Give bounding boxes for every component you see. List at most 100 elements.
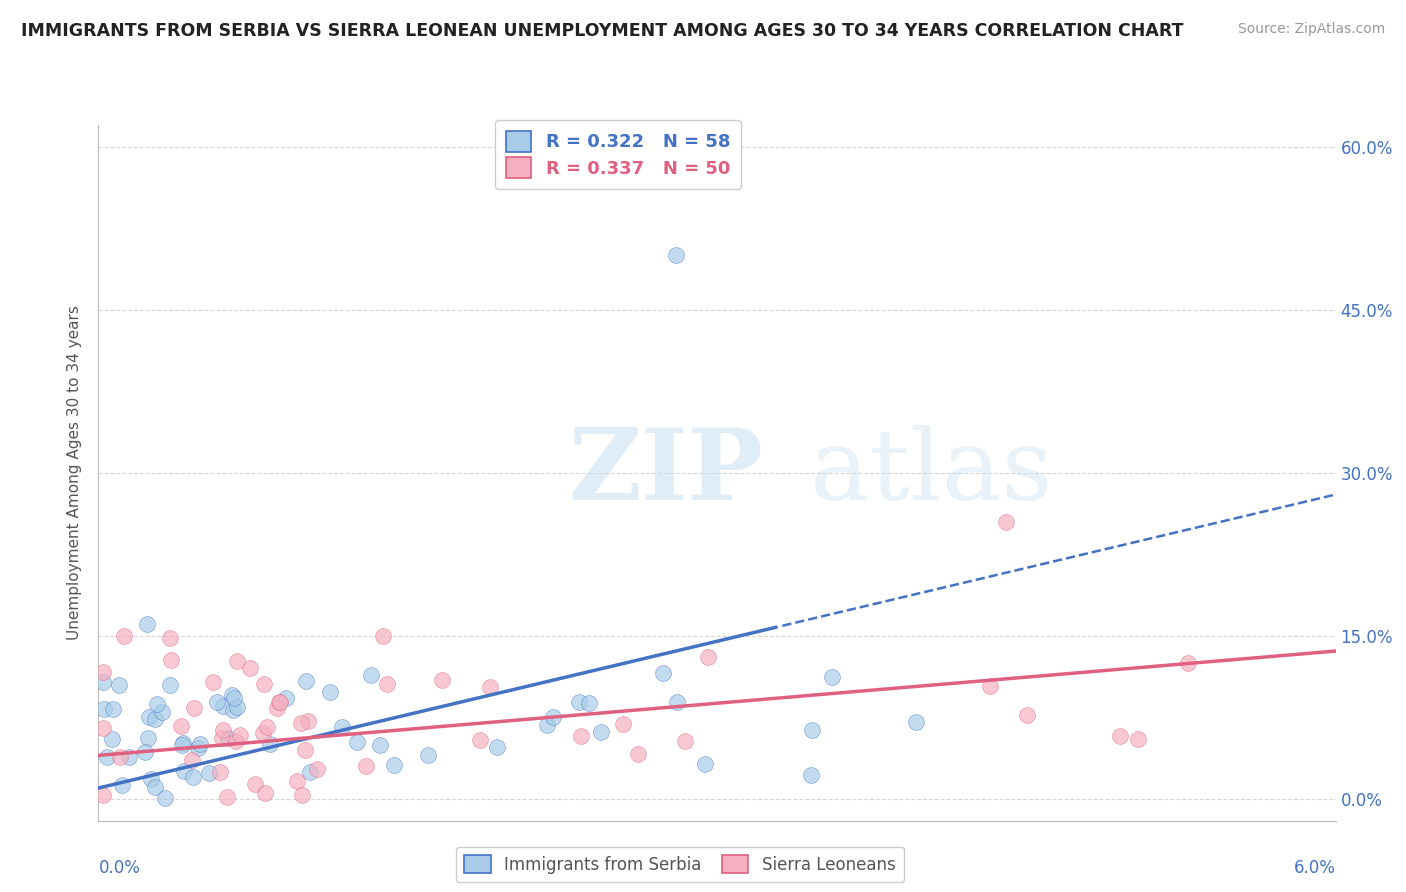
Text: 6.0%: 6.0% [1294,859,1336,877]
Point [180,753,202,767]
Point [150,706,173,720]
Point [222,703,245,717]
Point [800,768,823,782]
Point [101,702,124,716]
Point [93,702,115,716]
Point [290,716,312,731]
Point [159,631,181,645]
Point [666,695,689,709]
Point [138,710,160,724]
Point [541,710,564,724]
Point [170,719,193,733]
Point [172,736,194,750]
Point [253,787,276,801]
Point [904,715,927,730]
Point [211,731,233,745]
Point [269,695,291,709]
Point [371,629,394,643]
Point [215,789,238,804]
Point [101,731,124,746]
Point [994,515,1017,529]
Point [136,731,159,745]
Point [589,725,612,739]
Point [91,674,114,689]
Point [217,731,239,745]
Point [239,661,262,675]
Point [173,764,195,778]
Point [111,778,134,792]
Point [274,690,297,705]
Point [209,764,232,779]
Point [259,738,281,752]
Point [134,745,156,759]
Point [294,673,316,688]
Point [139,772,162,787]
Point [187,741,209,756]
Point [368,738,391,752]
Point [652,666,675,681]
Point [91,665,114,679]
Point [212,723,235,737]
Point [118,749,141,764]
Point [375,677,398,691]
Point [91,722,114,736]
Point [612,717,634,731]
Point [821,670,844,684]
Point [360,667,382,681]
Point [201,674,224,689]
Point [430,673,453,688]
Text: atlas: atlas [810,425,1053,521]
Point [253,676,276,690]
Point [91,789,114,803]
Text: ZIP: ZIP [568,425,763,521]
Point [319,685,342,699]
Point [294,743,316,757]
Point [170,739,193,753]
Point [143,780,166,794]
Point [801,723,824,738]
Point [108,678,131,692]
Point [229,728,252,742]
Point [1017,707,1039,722]
Point [485,740,508,755]
Point [416,748,439,763]
Point [266,700,288,714]
Point [96,750,118,764]
Text: 0.0%: 0.0% [98,859,141,877]
Point [305,762,328,776]
Point [330,720,353,734]
Point [578,696,600,710]
Point [135,617,157,632]
Point [225,699,247,714]
Point [665,248,688,262]
Point [256,720,278,734]
Point [569,729,592,743]
Point [252,725,274,739]
Text: Source: ZipAtlas.com: Source: ZipAtlas.com [1237,22,1385,37]
Point [110,750,132,764]
Point [1108,729,1130,743]
Point [1126,732,1149,747]
Point [536,718,558,732]
Point [153,790,176,805]
Point [478,680,501,694]
Point [693,756,716,771]
Point [160,653,183,667]
Point [226,654,249,668]
Text: IMMIGRANTS FROM SERBIA VS SIERRA LEONEAN UNEMPLOYMENT AMONG AGES 30 TO 34 YEARS : IMMIGRANTS FROM SERBIA VS SIERRA LEONEAN… [21,22,1184,40]
Y-axis label: Unemployment Among Ages 30 to 34 years: Unemployment Among Ages 30 to 34 years [67,305,83,640]
Point [291,788,314,802]
Point [243,777,266,791]
Point [346,735,368,749]
Point [205,696,228,710]
Point [188,737,211,751]
Point [382,757,405,772]
Point [1177,657,1199,671]
Point [181,770,204,784]
Point [183,700,205,714]
Point [299,764,322,779]
Point [673,734,696,748]
Point [285,773,308,788]
Point [696,649,718,664]
Point [356,759,378,773]
